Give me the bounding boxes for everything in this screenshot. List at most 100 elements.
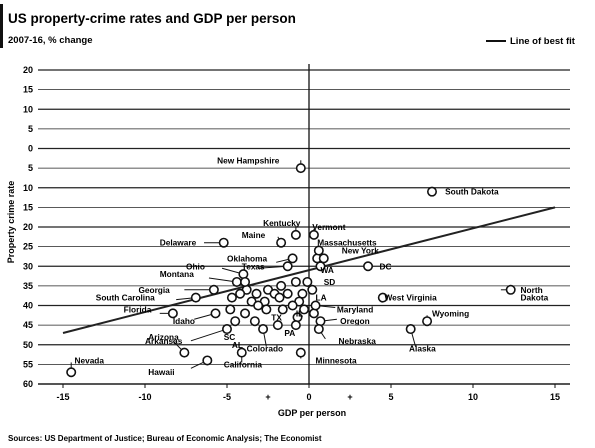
point-label: Nebraska (339, 336, 377, 346)
y-tick-label: 20 (23, 65, 33, 75)
line-of-best-fit (62, 206, 556, 334)
data-point (261, 304, 272, 315)
y-tick-label: 20 (23, 222, 33, 232)
data-point-oklahoma (287, 253, 298, 264)
x-tick-label: + (347, 392, 352, 402)
data-point-florida (167, 308, 178, 319)
data-point (277, 304, 288, 315)
data-point-south-carolina (190, 292, 201, 303)
data-point-south-dakota (426, 186, 437, 197)
point-label: Nevada (74, 355, 104, 365)
chart-title: US property-crime rates and GDP per pers… (8, 11, 296, 26)
point-label: Minnesota (316, 355, 357, 365)
point-label: Wyoming (432, 308, 469, 318)
point-label: South Dakota (445, 187, 499, 197)
y-tick-label: 50 (23, 340, 33, 350)
point-label: California (224, 359, 263, 369)
data-point (276, 280, 287, 291)
data-point-nevada (66, 367, 77, 378)
title-accent-bar (0, 4, 3, 48)
point-label: Ohio (186, 261, 205, 271)
data-point-texas (282, 261, 293, 272)
y-tick-label: 35 (23, 281, 33, 291)
data-point (308, 308, 319, 319)
data-point-kentucky (290, 229, 301, 240)
point-label: Montana (160, 269, 194, 279)
x-axis-label: GDP per person (278, 408, 346, 418)
gridlines (38, 69, 570, 385)
x-tick-label: + (265, 392, 270, 402)
point-label: SC (224, 332, 236, 342)
data-point-maryland (310, 300, 321, 311)
data-point (226, 292, 237, 303)
y-tick-label: 55 (23, 359, 33, 369)
data-point (240, 308, 251, 319)
source-note: Sources: US Department of Justice; Burea… (8, 434, 322, 443)
data-point (290, 320, 301, 331)
data-point (225, 304, 236, 315)
point-label: West Virginia (384, 293, 437, 303)
point-label: AL (232, 340, 243, 350)
data-point-montana (240, 276, 251, 287)
point-label: Alaska (409, 344, 436, 354)
data-point-new-york (318, 253, 329, 264)
data-point (307, 284, 318, 295)
data-point (290, 276, 301, 287)
data-point-west-virginia (377, 292, 388, 303)
point-label: New Hampshire (217, 155, 280, 165)
data-points (66, 163, 516, 378)
data-point-arkansas (179, 347, 190, 358)
point-label: PA (284, 328, 295, 338)
data-point (282, 288, 293, 299)
y-tick-label: 40 (23, 301, 33, 311)
point-label: TX (271, 312, 282, 322)
point-label: New York (342, 246, 379, 256)
x-tick-label: 15 (550, 392, 560, 402)
data-point (302, 276, 313, 287)
point-label: Vermont (312, 222, 345, 232)
data-point-north-dakota (505, 284, 516, 295)
point-label: Florida (124, 304, 152, 314)
point-label: LA (316, 293, 327, 303)
y-axis-label: Property crime rate (6, 181, 16, 264)
data-point (231, 276, 242, 287)
point-label: Hawaii (148, 367, 174, 377)
point-label: Maryland (337, 304, 373, 314)
x-tick-label: 5 (388, 392, 393, 402)
point-label: Oregon (340, 316, 370, 326)
data-point (253, 300, 264, 311)
data-point-delaware (218, 237, 229, 248)
y-tick-label: 5 (28, 163, 33, 173)
data-point-minnesota (295, 347, 306, 358)
point-labels: New Hampshire South Dakota Kentucky Vermont… (74, 155, 548, 377)
point-label: North (521, 285, 543, 295)
y-tick-label: 10 (23, 104, 33, 114)
data-point-massachusetts (313, 245, 324, 256)
data-point (287, 300, 298, 311)
point-label: Massachusetts (317, 238, 377, 248)
point-label: Texas (242, 261, 265, 271)
data-point (299, 304, 310, 315)
data-point-alaska (405, 324, 416, 335)
data-point-new-hampshire (295, 163, 306, 174)
data-point-california (236, 347, 247, 358)
point-label: Maine (242, 230, 266, 240)
point-label: DC (380, 261, 392, 271)
data-point-colorado (258, 324, 269, 335)
chart-subtitle: 2007-16, % change (8, 35, 93, 46)
data-point-georgia (208, 284, 219, 295)
data-point-idaho (210, 308, 221, 319)
x-tick-label: -15 (56, 392, 69, 402)
y-tick-label: 15 (23, 202, 33, 212)
data-point-arizona (222, 324, 233, 335)
x-tick-labels: -15 -10 -5 +0 +5 10 15 (56, 384, 560, 402)
y-tick-label: 30 (23, 261, 33, 271)
point-label: IL (296, 308, 303, 318)
point-label: Delaware (160, 238, 197, 248)
x-tick-label: 0 (306, 392, 311, 402)
point-label: South Carolina (96, 293, 155, 303)
y-tick-label: 45 (23, 320, 33, 330)
data-point-nebraska (313, 324, 324, 335)
